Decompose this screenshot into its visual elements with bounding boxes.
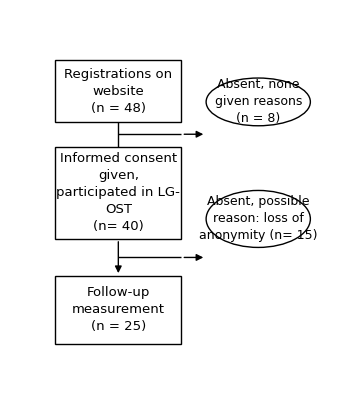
FancyBboxPatch shape — [55, 276, 182, 344]
Text: Registrations on
website
(n = 48): Registrations on website (n = 48) — [64, 68, 172, 115]
Ellipse shape — [206, 190, 310, 248]
Ellipse shape — [206, 78, 310, 126]
Text: Absent, none
given reasons
(n = 8): Absent, none given reasons (n = 8) — [215, 78, 302, 126]
FancyBboxPatch shape — [55, 146, 182, 239]
Text: Absent, possible
reason: loss of
anonymity (n= 15): Absent, possible reason: loss of anonymi… — [199, 196, 318, 242]
FancyBboxPatch shape — [55, 60, 182, 122]
Text: Informed consent
given,
participated in LG-
OST
(n= 40): Informed consent given, participated in … — [56, 152, 180, 233]
Text: Follow-up
measurement
(n = 25): Follow-up measurement (n = 25) — [72, 286, 165, 333]
